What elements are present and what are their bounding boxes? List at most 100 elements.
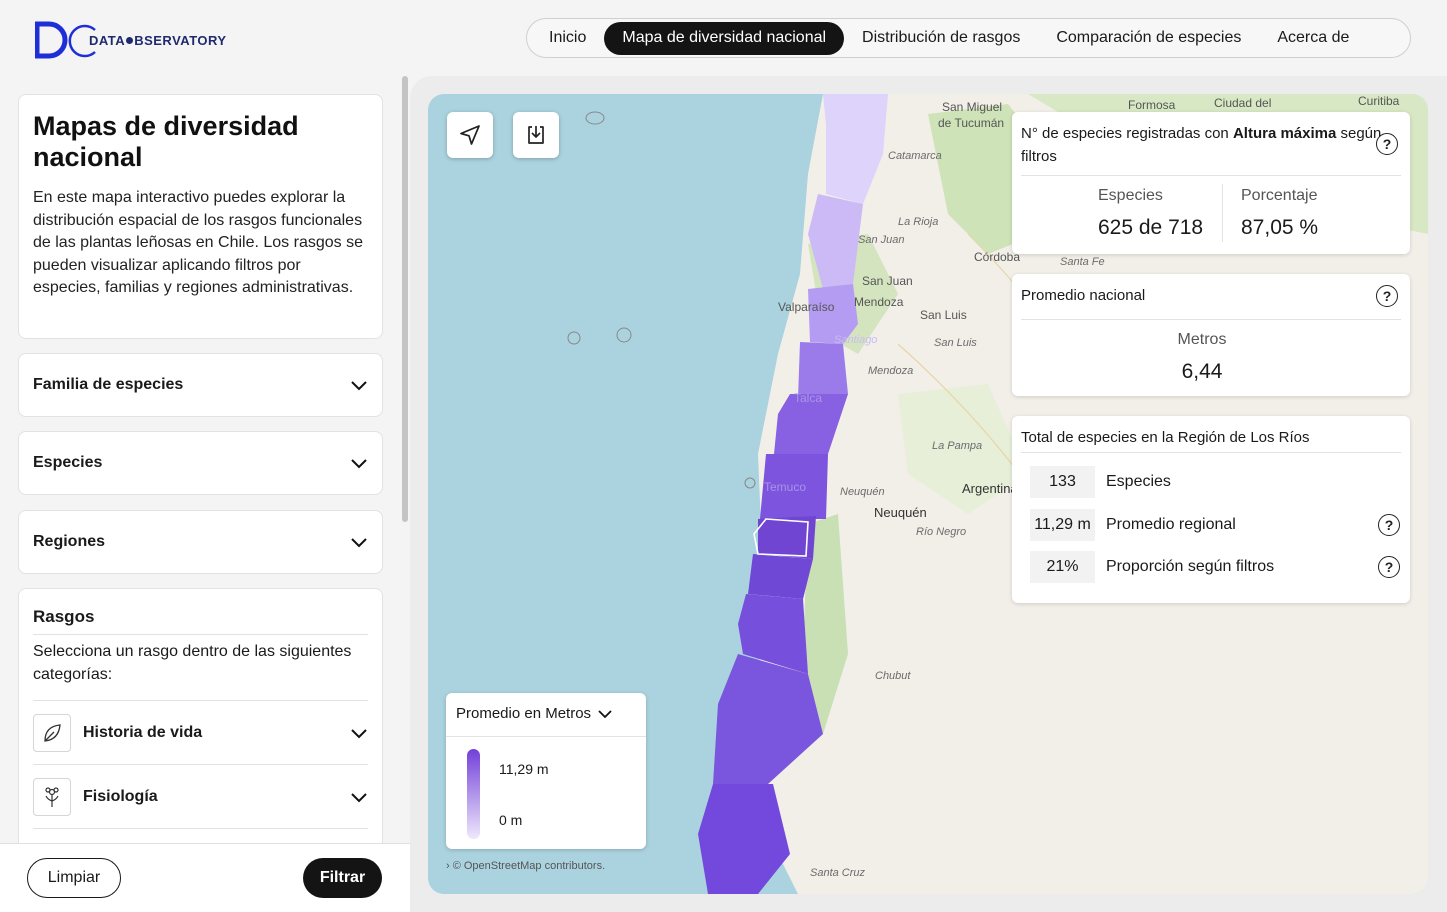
- nav-tab-acerca-de[interactable]: Acerca de: [1277, 29, 1350, 46]
- legend-toggle[interactable]: Promedio en Metros: [456, 705, 613, 722]
- intro-card: Mapas de diversidad nacional En este map…: [18, 94, 383, 339]
- rasgo-historia-de-vida[interactable]: Historia de vida: [33, 701, 368, 765]
- chevron-down-icon: [351, 728, 367, 738]
- panel-title: Total de especies en la Región de Los Rí…: [1021, 429, 1310, 446]
- national-average-panel: Promedio nacional ? Metros 6,44: [1012, 274, 1410, 396]
- legend-title: Promedio en Metros: [456, 705, 592, 722]
- species-label: Especies: [1098, 187, 1163, 204]
- map-label-country: Argentina: [962, 481, 1018, 496]
- logo-wordmark: DATA BSERVATORY: [89, 32, 227, 48]
- map-label-city: Mendoza: [854, 295, 904, 309]
- map-label-city: Temuco: [764, 480, 807, 494]
- map-label-city: de Tucumán: [938, 116, 1005, 130]
- map-label-city: Neuquén: [874, 505, 927, 520]
- species-count-panel: N° de especies registradas con Altura má…: [1012, 112, 1410, 254]
- filter-familia-especies[interactable]: Familia de especies: [18, 353, 383, 417]
- map-label-province: Mendoza: [868, 365, 914, 377]
- divider: [1021, 452, 1401, 453]
- filter-label: Familia de especies: [33, 376, 184, 393]
- map-label-city: San Juan: [862, 274, 913, 288]
- legend-gradient-bar: [467, 749, 480, 839]
- map-label-city: San Luis: [920, 308, 967, 322]
- filter-especies[interactable]: Especies: [18, 431, 383, 495]
- region-stat-value: 133: [1030, 466, 1095, 498]
- map-label-province: Santa Cruz: [810, 867, 866, 879]
- region-stat-label: Proporción según filtros: [1106, 558, 1275, 575]
- leaf-icon: [33, 713, 71, 752]
- chevron-down-icon: [351, 538, 367, 548]
- rasgos-card: Rasgos Selecciona un rasgo dentro de las…: [18, 588, 383, 888]
- data-observatory-logo[interactable]: DATA BSERVATORY: [35, 20, 227, 60]
- filter-button[interactable]: Filtrar: [303, 858, 382, 898]
- dc-logo-mark-icon: [35, 21, 96, 59]
- map-label-province: Neuquén: [840, 486, 885, 498]
- help-icon[interactable]: ?: [1378, 556, 1400, 578]
- page-description: En este mapa interactivo puedes explorar…: [33, 189, 363, 296]
- map-label-city: Valparaíso: [778, 300, 835, 314]
- map-label-city: Talca: [794, 391, 823, 405]
- nav-tab-comparacion-especies[interactable]: Comparación de especies: [1056, 29, 1242, 46]
- rasgo-label: Fisiología: [83, 787, 158, 805]
- nav-tab-mapa-diversidad[interactable]: Mapa de diversidad nacional: [604, 21, 845, 55]
- region-stat-label: Promedio regional: [1106, 516, 1236, 533]
- map-label-province: San Luis: [934, 337, 977, 349]
- download-icon: [528, 126, 544, 144]
- map-label-province: Santa Fe: [1060, 256, 1105, 268]
- panel-title: N° de especies registradas con Altura má…: [1021, 125, 1382, 165]
- download-map-button[interactable]: [513, 112, 559, 158]
- flower-icon: [33, 777, 71, 816]
- map-label-province: La Rioja: [898, 216, 939, 228]
- species-value: 625 de 718: [1098, 216, 1204, 239]
- rasgo-fisiologia[interactable]: Fisiología: [33, 765, 368, 829]
- region-stat-row: 21% Proporción según filtros ?: [1030, 551, 1400, 583]
- rasgos-description: Selecciona un rasgo dentro de las siguie…: [33, 641, 368, 701]
- unit-label: Metros: [1177, 331, 1227, 348]
- help-icon[interactable]: ?: [1376, 133, 1398, 155]
- filter-label: Especies: [33, 454, 103, 471]
- chevron-down-icon: [351, 459, 367, 469]
- sidebar-scrollbar[interactable]: [402, 76, 408, 522]
- map-label-province: San Juan: [858, 234, 905, 246]
- percentage-label: Porcentaje: [1241, 187, 1318, 204]
- chevron-down-icon: [351, 381, 367, 391]
- map-label-city: Santiago: [834, 334, 878, 346]
- map-label-city: Formosa: [1128, 98, 1176, 112]
- divider: [1021, 319, 1401, 320]
- percentage-value: 87,05 %: [1241, 216, 1319, 239]
- legend-max-label: 11,29 m: [499, 761, 549, 777]
- region-stat-value: 21%: [1030, 551, 1095, 583]
- map-label-city: Ciudad del: [1214, 96, 1272, 110]
- page-title: Mapas de diversidad nacional: [33, 111, 299, 172]
- navigation-arrow-icon: [460, 125, 480, 145]
- map-label-province: La Pampa: [932, 440, 983, 452]
- top-header: DATA BSERVATORY Inicio Mapa de diversidad…: [0, 0, 1447, 76]
- divider: [1222, 184, 1223, 242]
- map-label-province: Catamarca: [888, 150, 942, 162]
- clear-button[interactable]: Limpiar: [27, 858, 121, 898]
- filter-label: Regiones: [33, 533, 106, 550]
- panel-title: Promedio nacional: [1021, 287, 1146, 304]
- filter-sidebar: Mapas de diversidad nacional En este map…: [0, 76, 410, 912]
- map-legend: Promedio en Metros 11,29 m 0 m: [446, 693, 646, 849]
- nav-tab-distribucion-rasgos[interactable]: Distribución de rasgos: [862, 29, 1021, 46]
- rasgos-title: Rasgos: [33, 607, 368, 635]
- map-label-province: Río Negro: [916, 526, 967, 538]
- divider: [1021, 175, 1401, 176]
- map-label-city: Curitiba: [1358, 94, 1400, 108]
- map-label-province: Chubut: [875, 670, 911, 682]
- filter-regiones[interactable]: Regiones: [18, 510, 383, 574]
- help-icon[interactable]: ?: [1376, 285, 1398, 307]
- nav-tab-inicio[interactable]: Inicio: [549, 29, 587, 46]
- national-average-value: 6,44: [1181, 360, 1223, 383]
- divider: [446, 736, 646, 737]
- map-label-city: San Miguel: [942, 100, 1003, 114]
- map-label-city: Córdoba: [974, 250, 1021, 264]
- region-stat-row: 133 Especies: [1030, 466, 1400, 498]
- rasgo-label: Historia de vida: [83, 723, 203, 741]
- region-total-panel: Total de especies en la Región de Los Rí…: [1012, 416, 1410, 603]
- help-icon[interactable]: ?: [1378, 514, 1400, 536]
- main-nav: Inicio Mapa de diversidad nacional Distr…: [526, 18, 1411, 58]
- map-attribution[interactable]: › © OpenStreetMap contributors.: [446, 860, 606, 872]
- locate-button[interactable]: [447, 112, 493, 158]
- sidebar-footer: Limpiar Filtrar: [0, 843, 410, 912]
